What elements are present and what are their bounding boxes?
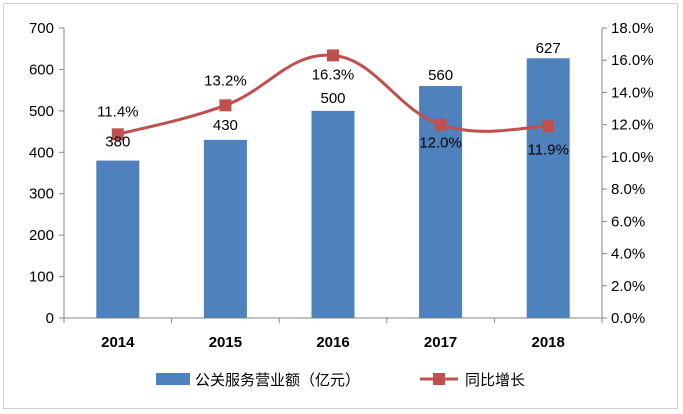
bar-data-label: 500 [320, 90, 345, 107]
bar [96, 160, 140, 318]
line-data-label: 13.2% [204, 72, 247, 89]
x-tick-label: 2014 [101, 334, 135, 351]
bar-data-label: 627 [536, 40, 561, 57]
bar-series [96, 58, 570, 318]
y-left-tick-label: 500 [29, 103, 54, 120]
y-right-tick-label: 8.0% [611, 181, 645, 198]
bar-data-label: 430 [213, 117, 238, 134]
y-left-tick-label: 400 [29, 144, 54, 161]
line-data-label: 16.3% [312, 66, 355, 83]
y-right-tick-label: 16.0% [611, 52, 654, 69]
legend-label-bar: 公关服务营业额（亿元） [195, 372, 360, 389]
y-left-tick-label: 600 [29, 61, 54, 78]
y-left-tick-label: 100 [29, 269, 54, 286]
line-data-label: 12.0% [419, 135, 462, 152]
y-right-tick-label: 2.0% [611, 278, 645, 295]
y-left-tick-label: 200 [29, 227, 54, 244]
line-series [111, 49, 555, 141]
legend: 公关服务营业额（亿元） 同比增长 [156, 372, 525, 389]
x-tick-label: 2018 [532, 334, 565, 351]
legend-label-line: 同比增长 [465, 372, 525, 389]
y-right-tick-label: 10.0% [611, 149, 654, 166]
line-data-label: 11.9% [527, 141, 568, 158]
y-right-tick-label: 12.0% [611, 117, 654, 134]
line-marker [542, 120, 555, 133]
legend-swatch-bar [156, 373, 190, 385]
line-marker [219, 99, 232, 112]
y-right-tick-label: 14.0% [611, 84, 654, 101]
y-right-tick-label: 0.0% [611, 310, 645, 327]
y-right-tick-label: 6.0% [611, 213, 645, 230]
y-left-tick-label: 700 [29, 20, 54, 37]
bar-data-label: 560 [428, 67, 453, 84]
bar [203, 139, 247, 318]
bar-data-label: 380 [105, 134, 130, 151]
bar [311, 110, 355, 318]
axes: 0 100 200 300 400 500 600 700 0.0% 2.0% 4.0% 6.0% 8.… [29, 20, 654, 351]
bar [526, 58, 570, 318]
legend-swatch-marker [433, 373, 445, 385]
line-marker [111, 128, 124, 141]
y-left-tick-label: 0 [46, 310, 54, 327]
line-marker [434, 118, 447, 131]
x-tick-label: 2015 [209, 334, 242, 351]
line-marker [327, 49, 339, 62]
y-left-tick-label: 300 [29, 186, 54, 203]
x-tick-label: 2016 [316, 334, 349, 351]
y-right-tick-label: 18.0% [611, 20, 654, 37]
y-right-tick-label: 4.0% [611, 246, 645, 263]
data-labels: 380 430 500 560 627 11.4% 13.2% 16.3% 12.0% 11.9% [97, 40, 569, 158]
x-tick-label: 2017 [424, 334, 457, 351]
line-data-label: 11.4% [97, 103, 138, 120]
